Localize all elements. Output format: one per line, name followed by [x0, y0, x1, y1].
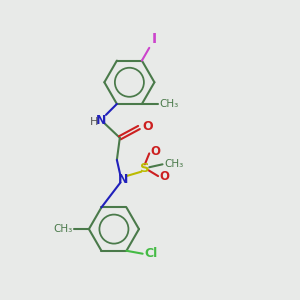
Text: CH₃: CH₃ [164, 159, 183, 169]
Text: O: O [151, 146, 161, 158]
Text: H: H [90, 117, 98, 127]
Text: O: O [160, 170, 170, 184]
Text: N: N [95, 114, 106, 127]
Text: N: N [118, 172, 128, 185]
Text: I: I [151, 32, 157, 46]
Text: CH₃: CH₃ [159, 99, 178, 109]
Text: Cl: Cl [144, 247, 158, 260]
Text: O: O [142, 119, 152, 133]
Text: S: S [140, 162, 150, 175]
Text: CH₃: CH₃ [54, 224, 73, 234]
